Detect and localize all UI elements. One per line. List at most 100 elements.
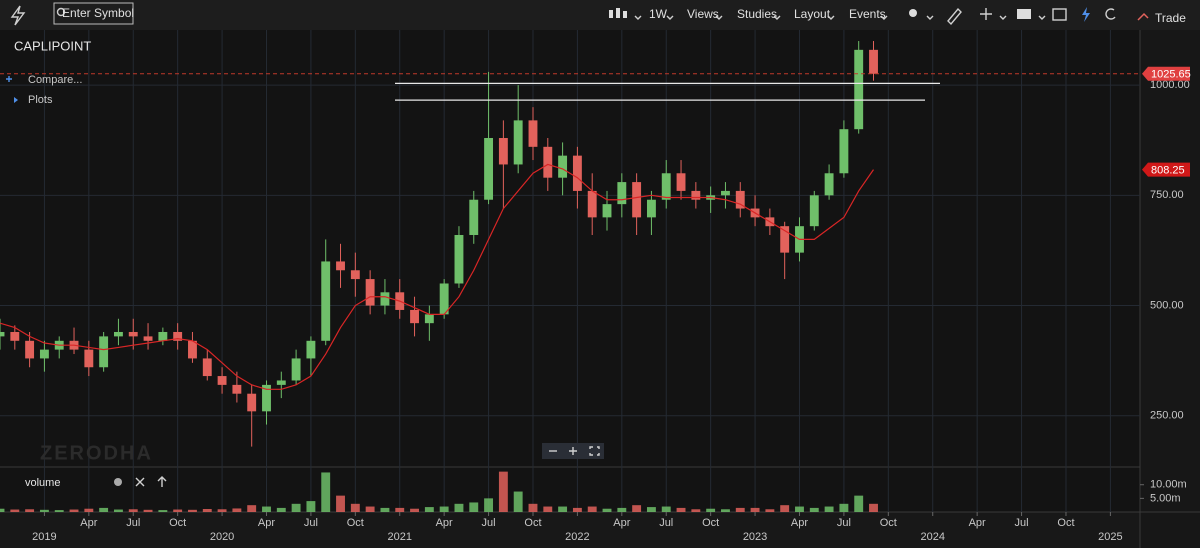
candle-body <box>661 173 671 200</box>
volume-label: volume <box>25 477 60 489</box>
volume-bar <box>188 509 197 512</box>
volume-bar <box>646 507 656 512</box>
volume-bar <box>232 508 242 512</box>
x-tick-label: 2021 <box>387 531 411 543</box>
x-tick-label: Oct <box>880 517 897 529</box>
x-tick-label: Apr <box>969 517 986 529</box>
x-tick-label: Jul <box>837 517 851 529</box>
volume-bar <box>735 507 745 512</box>
volume-bar <box>454 503 464 512</box>
alert-icon[interactable] <box>1082 7 1090 22</box>
volume-bar <box>321 472 331 512</box>
candle-body <box>454 234 464 284</box>
x-tick-label: 2024 <box>920 531 944 543</box>
candle-body <box>276 380 286 385</box>
candle-body <box>336 261 345 271</box>
candle-body <box>10 331 20 341</box>
candle-type-icon[interactable] <box>609 8 627 18</box>
volume-bar <box>84 508 94 512</box>
trade-button[interactable]: Trade <box>1155 11 1186 25</box>
candle-body <box>587 190 597 218</box>
compare-button[interactable]: Compare... <box>28 74 82 86</box>
volume-bar <box>632 505 642 512</box>
views-menu[interactable]: Views <box>687 7 719 21</box>
x-tick-label: Oct <box>169 517 186 529</box>
volume-bar <box>691 509 701 512</box>
events-menu[interactable]: Events <box>849 7 886 21</box>
x-tick-label: 2025 <box>1098 531 1122 543</box>
volume-bar <box>676 507 686 512</box>
volume-bar <box>10 509 20 512</box>
volume-bar <box>247 505 257 512</box>
trade-icon <box>1137 12 1149 21</box>
fullscreen[interactable] <box>589 446 600 456</box>
y-tick-label: 750.00 <box>1150 189 1184 201</box>
candle-body <box>291 358 301 381</box>
candle-body <box>824 173 834 196</box>
comment-icon[interactable] <box>1017 9 1031 19</box>
candle-body <box>202 358 212 377</box>
candle-body <box>646 199 656 218</box>
volume-remove[interactable] <box>135 477 145 487</box>
ma-tag: 808.25 <box>1151 165 1185 177</box>
interval-menu[interactable]: 1W <box>649 7 668 21</box>
x-tick-label: Apr <box>80 517 97 529</box>
volume-bar <box>572 507 582 512</box>
volume-settings[interactable] <box>114 478 122 486</box>
price-axis-bg <box>1140 30 1200 548</box>
volume-bar <box>262 506 271 512</box>
candle-body <box>99 336 109 368</box>
search-icon <box>56 7 66 17</box>
candle-body <box>306 340 316 359</box>
refresh-icon[interactable] <box>1105 8 1116 20</box>
volume-bar <box>350 503 360 512</box>
studies-menu[interactable]: Studies <box>737 7 777 21</box>
volume-bar <box>617 507 627 512</box>
draw-icon[interactable] <box>947 7 962 26</box>
volume-bar <box>380 507 390 512</box>
volume-bar <box>365 506 375 512</box>
volume-bar <box>99 507 109 512</box>
candle-body <box>350 270 360 280</box>
symbol-title: CAPLIPOINT <box>14 38 91 53</box>
volume-bar <box>39 509 49 512</box>
candle-body <box>735 190 745 209</box>
search-placeholder[interactable]: Enter Symbol <box>62 6 134 20</box>
candle-body <box>572 155 582 191</box>
volume-bar <box>765 509 775 512</box>
candle-body <box>158 331 168 341</box>
x-tick-label: Jul <box>659 517 673 529</box>
ma-tag-bg <box>1142 162 1190 177</box>
plots-button[interactable]: Plots <box>28 94 53 106</box>
volume-bar <box>558 506 568 512</box>
candle-body <box>321 261 331 341</box>
volume-bar <box>469 502 479 512</box>
candle-body <box>602 204 612 218</box>
x-tick-label: Apr <box>613 517 630 529</box>
symbol-search[interactable] <box>53 2 134 25</box>
crosshair-icon[interactable] <box>980 8 992 20</box>
watermark: ZERODHA <box>40 442 153 464</box>
volume-bar <box>69 509 79 512</box>
settings-icon[interactable] <box>909 9 917 17</box>
logo[interactable] <box>10 5 26 26</box>
candle-body <box>143 336 153 341</box>
volume-bar <box>158 510 168 512</box>
candle-body <box>439 283 449 315</box>
volume-bar <box>513 491 523 512</box>
zoom-in[interactable] <box>569 447 577 455</box>
candle-body <box>39 349 49 359</box>
volume-bar <box>706 508 716 512</box>
x-tick-label: Jul <box>1015 517 1029 529</box>
volume-move-up[interactable] <box>157 476 167 487</box>
candle-body <box>854 49 864 130</box>
layout-menu[interactable]: Layout <box>794 7 831 21</box>
layout-icon[interactable] <box>1052 8 1067 21</box>
volume-bar <box>809 507 819 512</box>
volume-bar <box>498 471 508 512</box>
candle-body <box>691 190 701 200</box>
x-tick-label: Oct <box>524 517 541 529</box>
candle-body <box>869 49 878 74</box>
